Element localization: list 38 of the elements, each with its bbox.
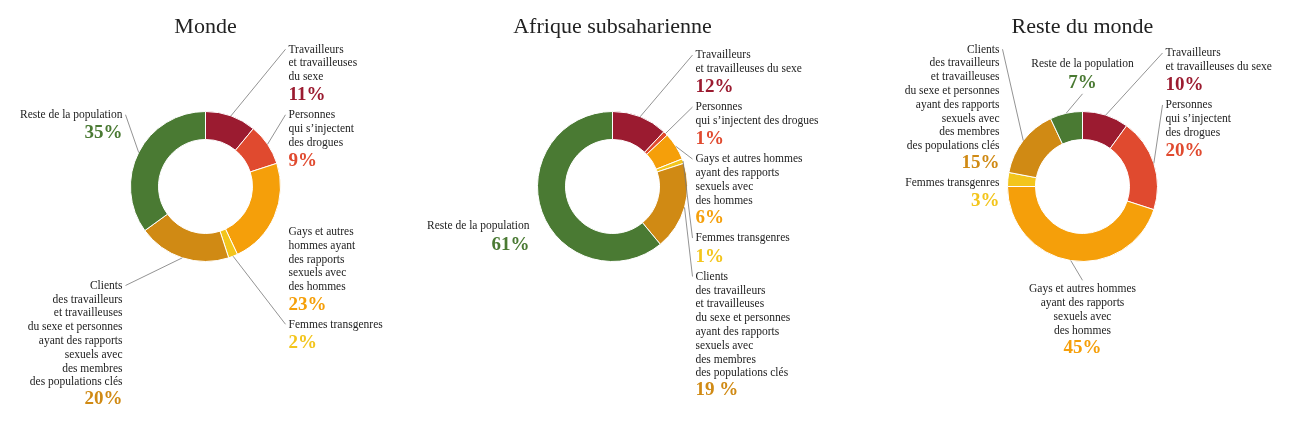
slice-label: Reste de la population xyxy=(1031,57,1135,71)
chart-title: Reste du monde xyxy=(1011,12,1154,38)
slice-label: Gays et autres hommes ayant des rapports sexuels avec des hommes xyxy=(1029,282,1137,336)
slice-label: Reste de la population xyxy=(426,219,530,233)
data-label: 45% xyxy=(1063,336,1102,358)
data-label: 15% xyxy=(961,150,1000,172)
slice-label: Clients des travailleurs et travailleuses du sexe et personnes ayant des rapports sexuels avec des membres des populations clés xyxy=(695,269,791,380)
slice-label: Femmes transgenres xyxy=(905,175,1001,189)
data-label: 2% xyxy=(288,331,317,353)
data-label: 20% xyxy=(1165,138,1204,160)
data-label: 61% xyxy=(491,232,530,254)
slice-label: Personnes qui s’injectent des drogues xyxy=(1165,98,1232,139)
data-label: 10% xyxy=(1165,73,1204,95)
slice-label: Clients des travailleurs et travailleuses du sexe et personnes ayant des rapports sexuels avec des membres des populations clés xyxy=(27,278,124,389)
slice-label: Reste de la population xyxy=(19,107,123,121)
slice-label: Travailleurs et travailleuses du sexe xyxy=(695,48,802,75)
slice-label: Personnes qui s’injectent des drogues xyxy=(288,108,355,149)
data-label: 12% xyxy=(695,75,734,97)
slice-label: Femmes transgenres xyxy=(695,231,791,245)
data-label: 3% xyxy=(971,189,1000,210)
slice-label: Femmes transgenres xyxy=(288,317,384,331)
slice-label: Personnes qui s’injectent des drogues xyxy=(695,100,819,128)
data-label: 20% xyxy=(84,386,123,408)
data-label: 9% xyxy=(288,148,317,170)
data-label: 1% xyxy=(695,127,724,149)
data-label: 23% xyxy=(288,292,327,314)
slice-label: Gays et autres hommes ayant des rapports sexuels avec des hommes xyxy=(695,152,804,206)
slice-label: Gays et autres hommes ayant des rapports sexuels avec des hommes xyxy=(288,225,357,293)
slice-label: Clients des travailleurs et travailleuses du sexe et personnes ayant des rapports sexuels avec des membres des populations clés xyxy=(904,42,1001,153)
data-label: 35% xyxy=(84,121,123,143)
chart-title: Monde xyxy=(174,12,237,38)
data-label: 1% xyxy=(695,244,724,266)
data-label: 11% xyxy=(288,83,326,104)
slice-label: Travailleurs et travailleuses du sexe xyxy=(288,42,358,83)
slice-label: Travailleurs et travailleuses du sexe xyxy=(1165,46,1272,73)
data-label: 7% xyxy=(1068,70,1097,92)
chart-title: Afrique subsaharienne xyxy=(513,12,712,38)
data-label: 6% xyxy=(695,206,724,228)
